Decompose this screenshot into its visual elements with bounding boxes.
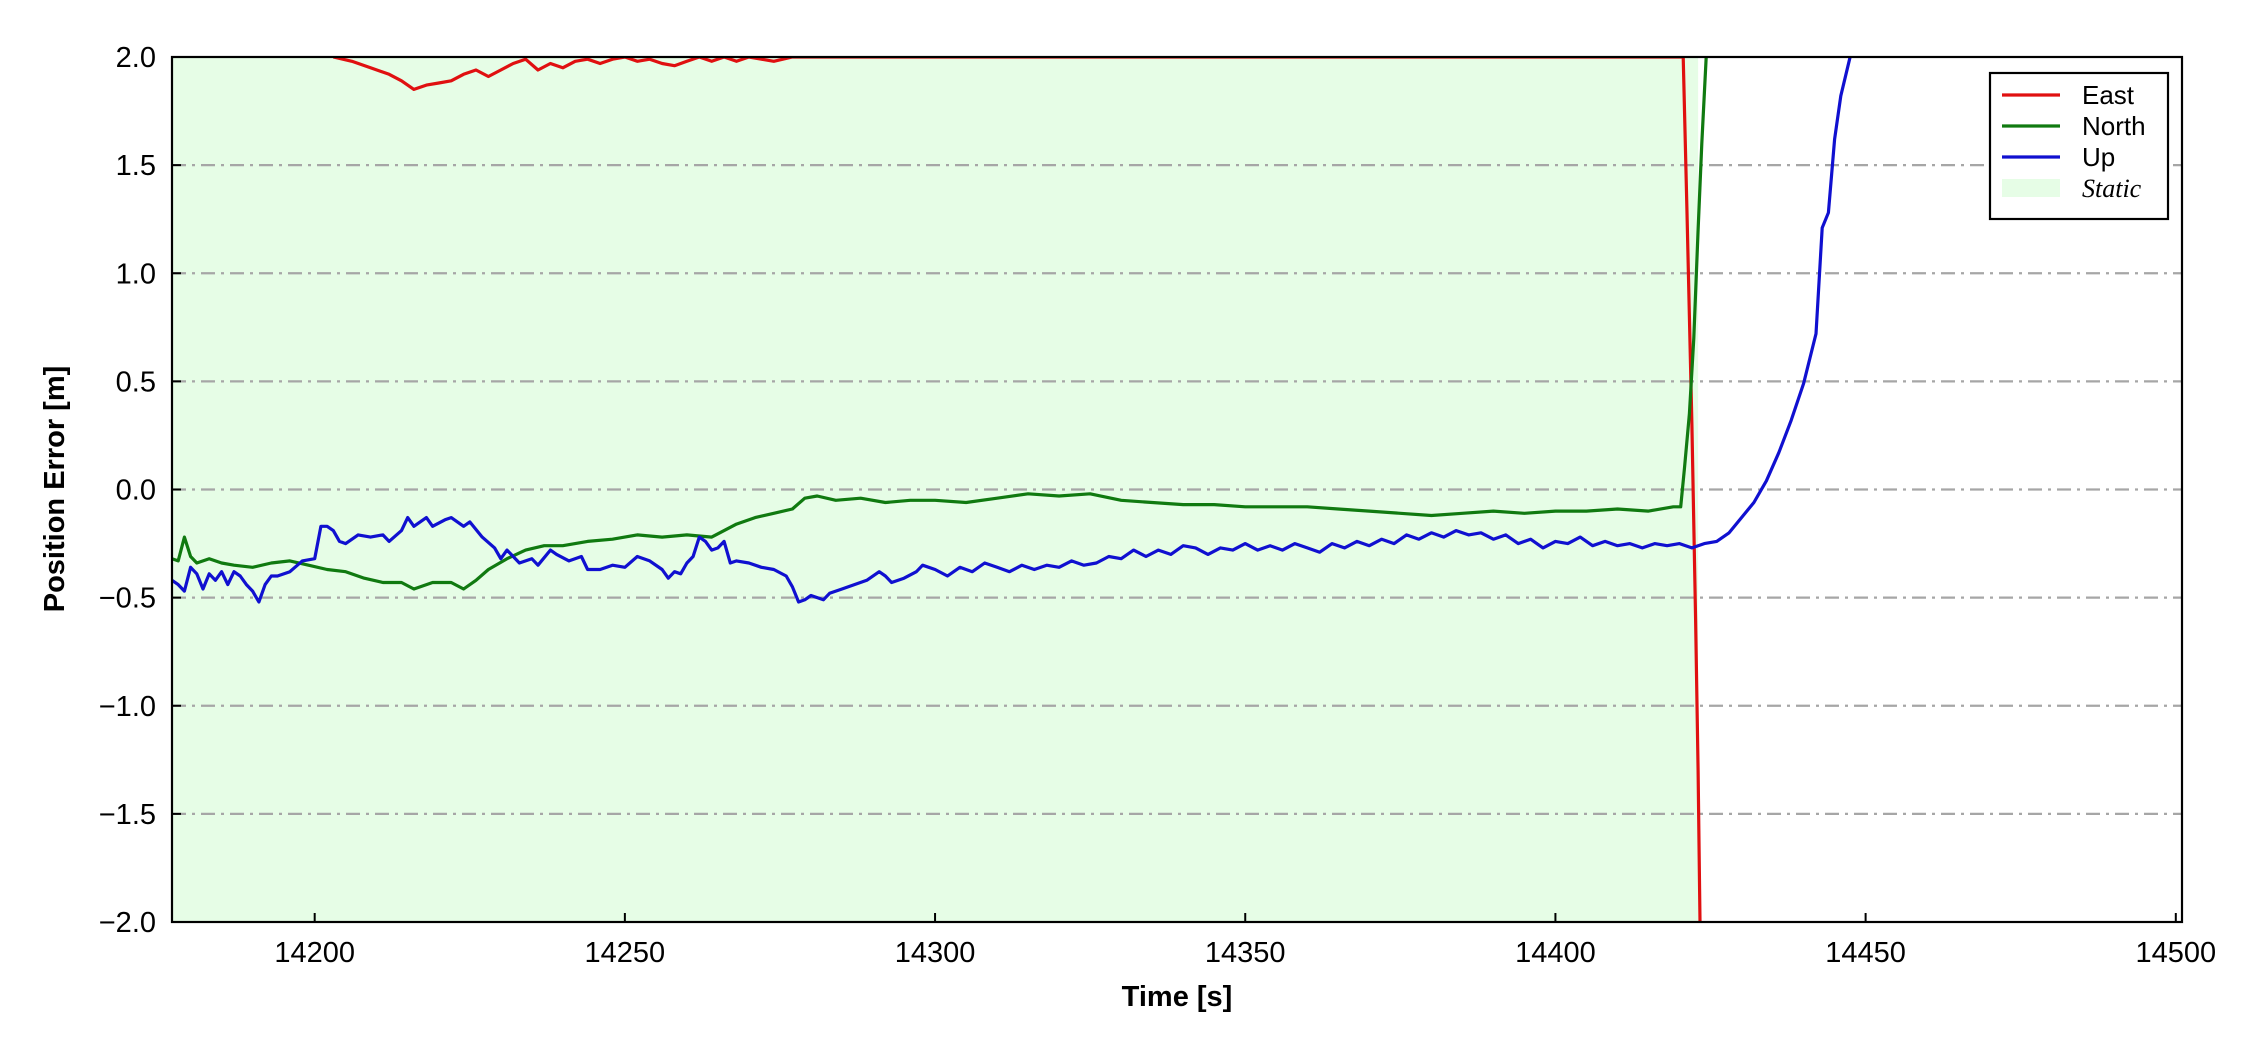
- legend-swatch-static: [2002, 179, 2060, 197]
- y-axis-label: Position Error [m]: [39, 366, 71, 613]
- y-tick-label: 2.0: [116, 42, 156, 74]
- y-tick-label: −1.0: [99, 691, 156, 723]
- x-tick-label: 14450: [1825, 937, 1906, 969]
- x-tick-label: 14200: [274, 937, 355, 969]
- legend-label-east: East: [2082, 80, 2135, 110]
- legend-label-static: Static: [2082, 174, 2142, 203]
- legend-label-up: Up: [2082, 142, 2115, 172]
- x-tick-label: 14500: [2135, 937, 2216, 969]
- y-tick-label: −2.0: [99, 907, 156, 939]
- grid-lines: [172, 164, 2182, 815]
- legend-label-north: North: [2082, 111, 2146, 141]
- x-tick-label: 14400: [1515, 937, 1596, 969]
- y-tick-label: −1.5: [99, 799, 156, 831]
- y-tick-label: −0.5: [99, 583, 156, 615]
- x-axis: 14200 14250 14300 14350 14400 14450 14500: [274, 913, 2216, 969]
- series-line-up: [172, 57, 1852, 604]
- y-axis: −2.0 −1.5 −1.0 −0.5 0.0 0.5 1.0 1.5 2.0: [99, 42, 181, 939]
- series-lines: [172, 57, 1852, 922]
- x-tick-label: 14250: [585, 937, 666, 969]
- y-tick-label: 1.0: [116, 258, 156, 290]
- x-tick-label: 14350: [1205, 937, 1286, 969]
- x-tick-label: 14300: [895, 937, 976, 969]
- x-axis-label: Time [s]: [1122, 981, 1233, 1013]
- series-line-north: [172, 57, 1708, 591]
- y-tick-label: 0.0: [116, 475, 156, 507]
- series-line-east: [332, 57, 1702, 922]
- y-tick-label: 0.5: [116, 366, 156, 398]
- y-tick-label: 1.5: [116, 150, 156, 182]
